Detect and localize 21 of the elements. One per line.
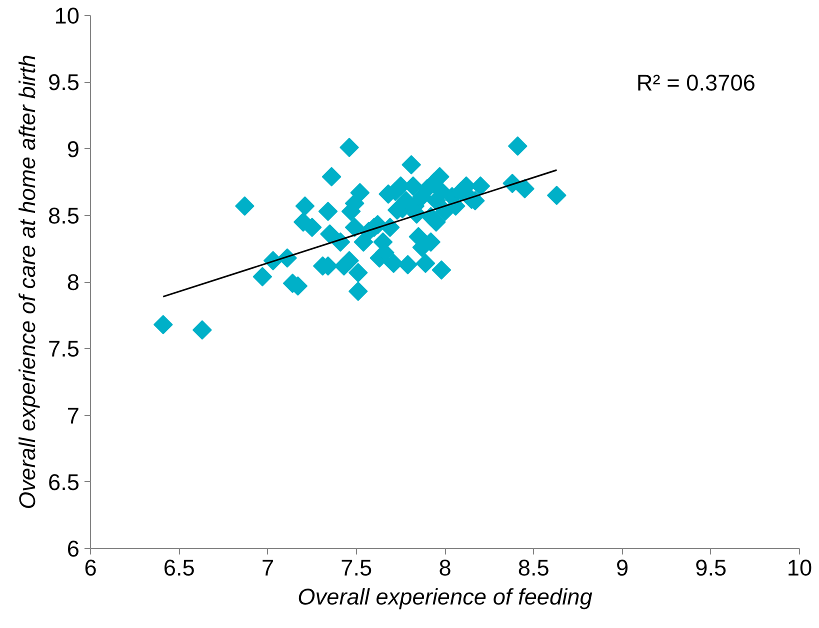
y-tick-label: 7 [66, 402, 80, 428]
x-tick-label: 9 [616, 554, 629, 580]
y-tick-label: 9.5 [48, 69, 80, 96]
x-tick-label: 7 [261, 554, 274, 580]
y-tick-label: 8 [66, 269, 80, 295]
x-tick-label: 8 [438, 554, 452, 580]
y-tick-label: 7.5 [48, 336, 80, 362]
y-tick-label: 8.5 [48, 202, 80, 228]
y-tick-label: 10 [54, 2, 80, 28]
x-tick-label: 10 [786, 554, 812, 580]
x-tick-label: 7.5 [340, 554, 372, 580]
x-axis-title: Overall experience of feeding [298, 584, 593, 610]
y-tick-label: 6.5 [48, 468, 80, 495]
x-tick-label: 9.5 [695, 554, 727, 580]
x-tick-label: 6.5 [163, 554, 195, 580]
annotation: R² = 0.3706 [636, 69, 756, 96]
y-tick-label: 9 [66, 136, 80, 162]
x-tick-label: 6 [84, 554, 97, 580]
y-axis-title: Overall experience of care at home after birth [14, 54, 40, 510]
x-tick-label: 8.5 [518, 554, 550, 580]
y-tick-label: 6 [66, 536, 80, 562]
